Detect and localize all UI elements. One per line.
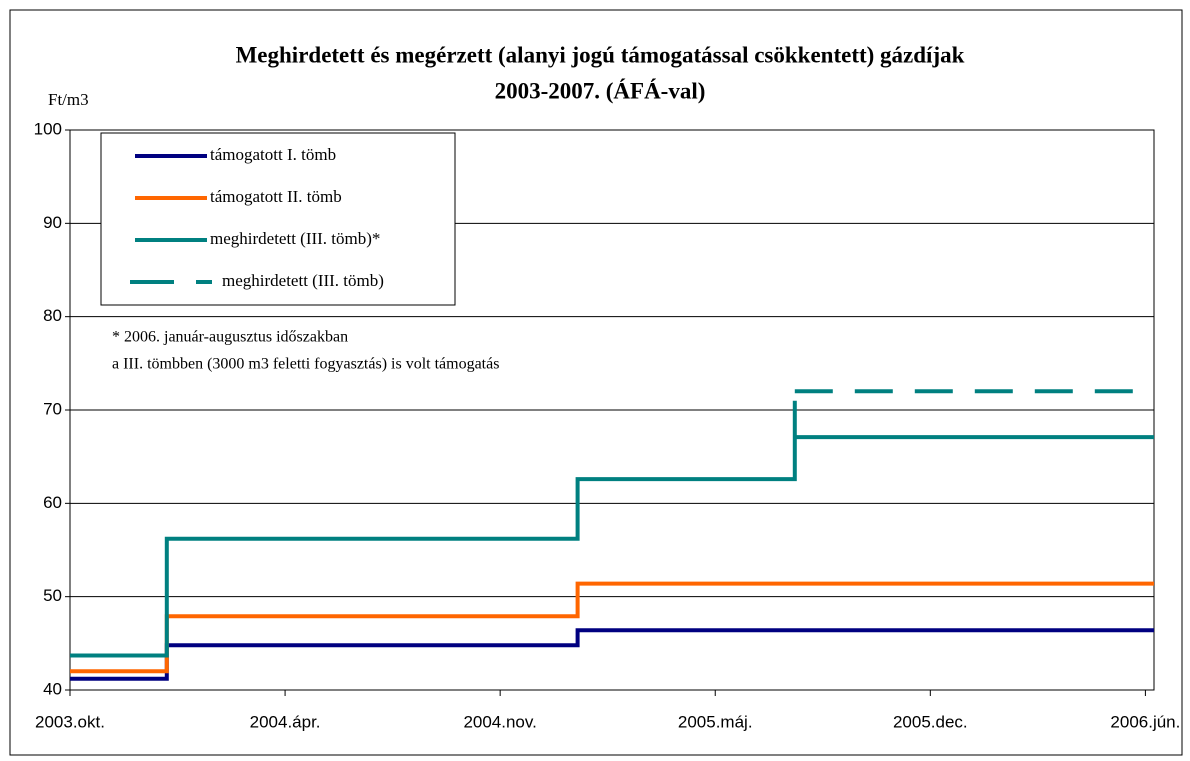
- y-tick-label: 90: [43, 213, 62, 232]
- plot-border: [69, 129, 1155, 691]
- series-line: [70, 628, 1154, 681]
- series-line: [70, 400, 1154, 658]
- x-tick-label: 2003.okt.: [35, 712, 105, 731]
- series-line: [70, 581, 1154, 674]
- x-tick-label: 2004.ápr.: [250, 712, 321, 731]
- y-tick-label: 40: [43, 679, 62, 698]
- legend-label: támogatott I. tömb: [210, 145, 336, 164]
- chart-title: Meghirdetett és megérzett (alanyi jogú t…: [236, 42, 965, 67]
- legend-label: meghirdetett (III. tömb)*: [210, 229, 380, 248]
- y-tick-label: 70: [43, 399, 62, 418]
- annotation: * 2006. január-augusztus időszakban: [112, 329, 348, 346]
- x-tick-label: 2005.dec.: [893, 712, 968, 731]
- legend-label: támogatott II. tömb: [210, 187, 342, 206]
- legend-box: [100, 132, 456, 306]
- chart-subtitle: 2003-2007. (ÁFÁ-val): [495, 78, 706, 103]
- x-tick-label: 2005.máj.: [678, 712, 753, 731]
- annotation: a III. tömbben (3000 m3 feletti fogyaszt…: [112, 356, 499, 373]
- y-tick-label: 50: [43, 586, 62, 605]
- y-tick-label: 100: [34, 119, 62, 138]
- y-axis-label: Ft/m3: [48, 90, 89, 109]
- x-tick-label: 2006.jún.: [1110, 712, 1180, 731]
- legend-label: meghirdetett (III. tömb): [222, 271, 384, 290]
- x-tick-label: 2004.nov.: [463, 712, 536, 731]
- y-tick-label: 80: [43, 306, 62, 325]
- y-tick-label: 60: [43, 493, 62, 512]
